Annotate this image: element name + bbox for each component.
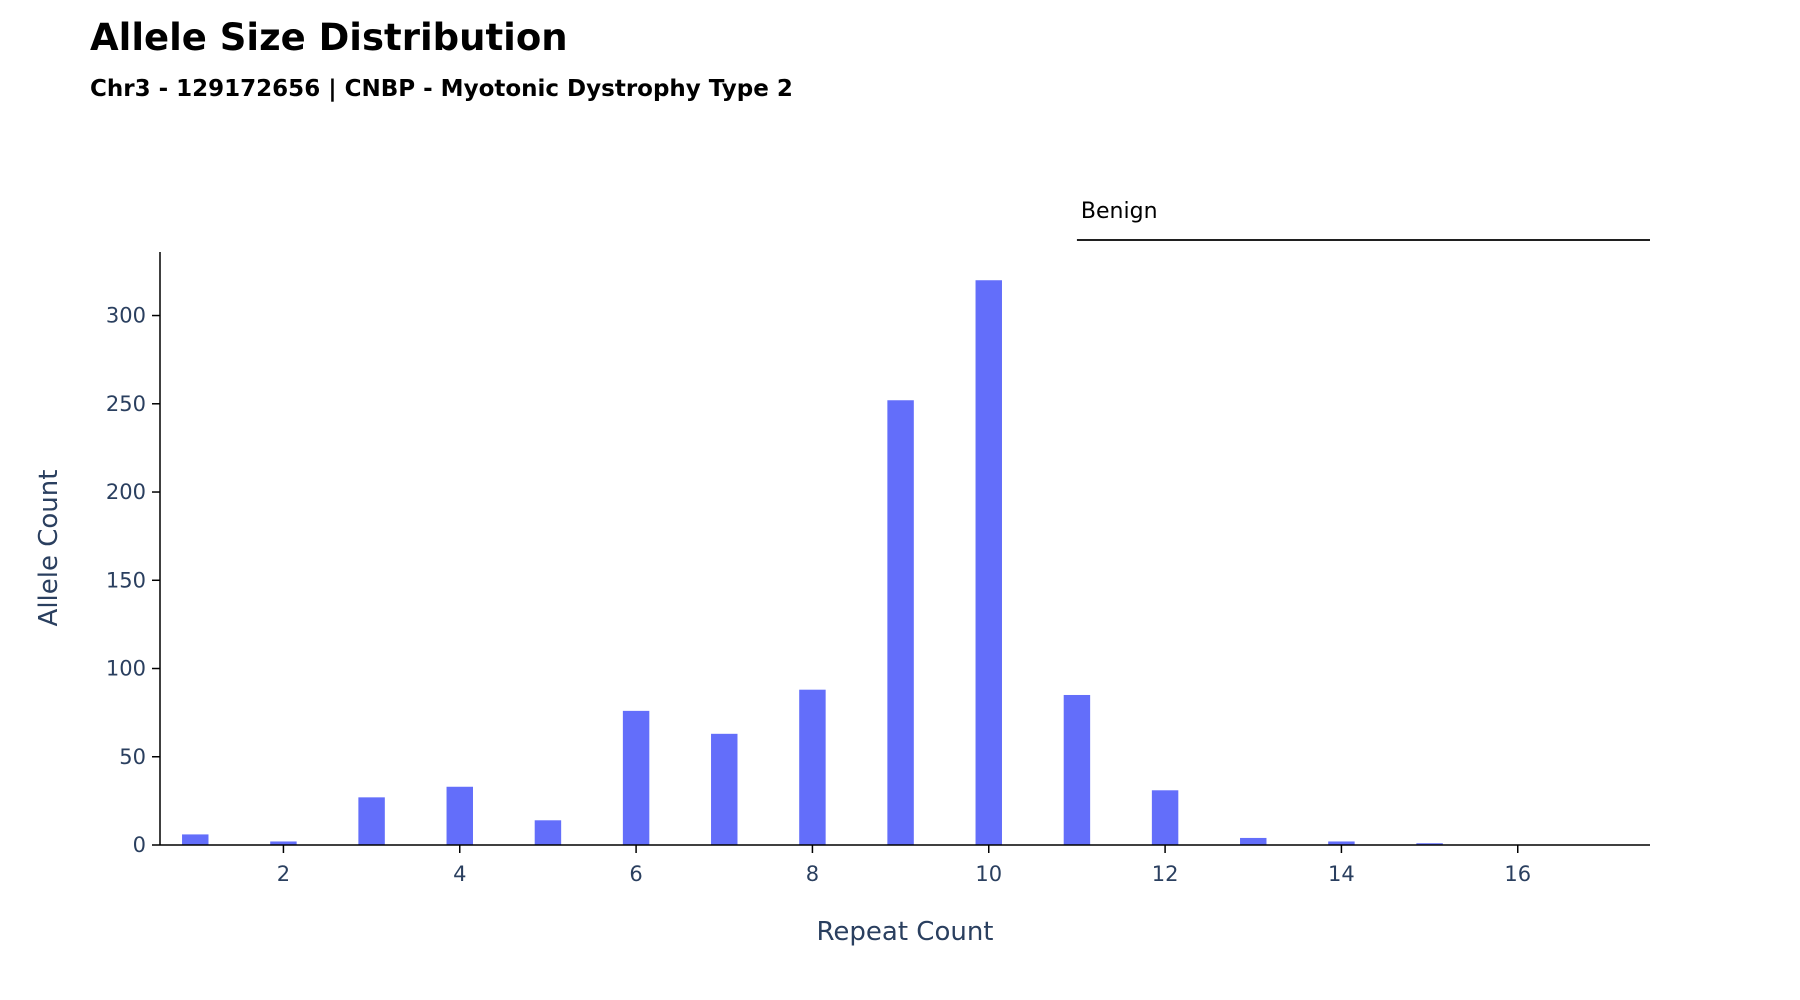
bar-repeat-13 [1240,837,1267,845]
x-tick-label: 10 [975,862,1002,886]
y-tick-label: 250 [106,392,146,416]
bar-series [182,280,1443,845]
x-tick-label: 8 [806,862,819,886]
x-axis-title: Repeat Count [817,917,994,947]
y-tick-label: 200 [106,480,146,504]
bar-repeat-15 [1416,843,1443,845]
x-axis-ticks: 2 4 6 8 10 12 14 16 [277,845,1531,886]
bar-repeat-4 [446,786,473,845]
bar-repeat-3 [358,797,385,845]
x-tick-label: 16 [1504,862,1531,886]
range-annotations: Benign [1076,199,1650,241]
bar-repeat-8 [799,689,826,845]
x-tick-label: 4 [453,862,466,886]
y-tick-label: 300 [106,304,146,328]
bar-repeat-14 [1328,841,1355,845]
chart-subtitle: Chr3 - 129172656 | CNBP - Myotonic Dystr… [90,76,793,102]
x-tick-label: 6 [629,862,642,886]
bar-repeat-2 [270,841,297,845]
x-tick-label: 2 [277,862,290,886]
bar-repeat-6 [622,710,650,845]
y-axis-ticks: 0 50 100 150 200 250 300 [106,304,160,857]
bar-repeat-10 [975,280,1002,845]
y-tick-label: 100 [106,657,146,681]
annotation-label: Benign [1081,199,1158,224]
bar-repeat-1 [182,834,209,845]
x-tick-label: 14 [1328,862,1355,886]
bar-repeat-11 [1063,694,1091,845]
y-tick-label: 50 [119,745,146,769]
chart-title: Allele Size Distribution [90,16,568,59]
x-tick-label: 12 [1152,862,1179,886]
y-tick-label: 0 [133,833,146,857]
bar-repeat-7 [711,733,738,845]
bar-repeat-9 [887,400,914,845]
y-tick-label: 150 [106,568,146,592]
bar-repeat-12 [1151,790,1179,845]
bar-repeat-5 [534,820,562,845]
y-axis-title: Allele Count [34,470,64,627]
